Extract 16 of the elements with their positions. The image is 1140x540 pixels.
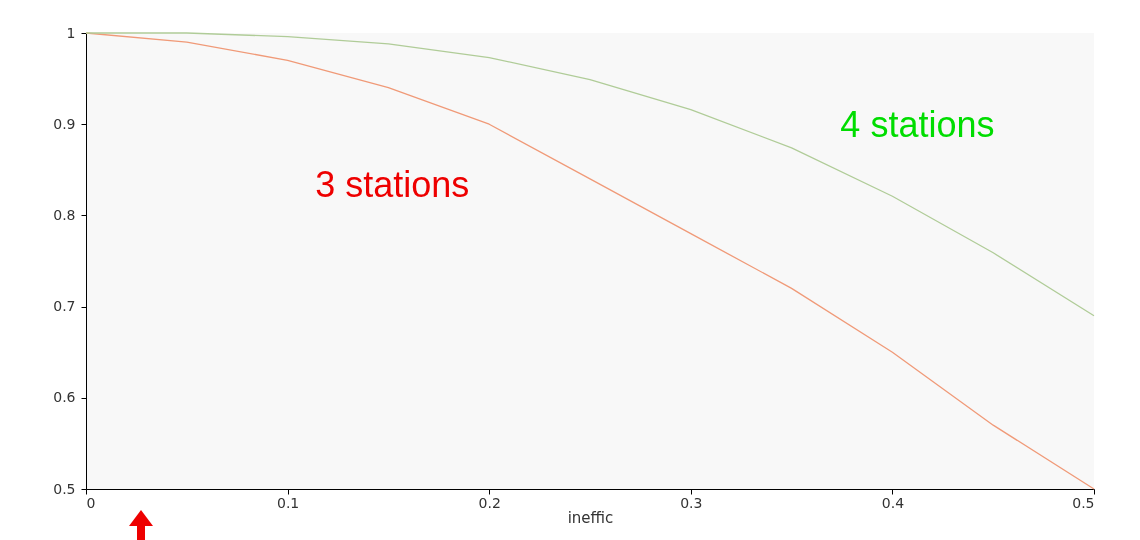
y-tick-label: 0.9: [53, 115, 76, 132]
x-tick-label: 0.4: [881, 494, 905, 511]
x-axis-title: ineffic: [567, 508, 614, 527]
y-tick-label: 0.7: [53, 298, 76, 315]
x-tick-label: 0.3: [680, 494, 703, 511]
series-label: 4 stations: [840, 104, 995, 146]
y-tick-label: 0.6: [53, 389, 76, 406]
y-tick-label: 1: [66, 24, 76, 41]
y-tick-label: 0.8: [53, 206, 76, 223]
x-tick-label: 0.1: [276, 494, 300, 511]
x-tick-label: 0: [86, 494, 96, 511]
series-label: 3 stations: [315, 164, 470, 206]
line-series: [85, 32, 1095, 317]
y-tick-label: 0.5: [53, 480, 76, 497]
x-tick-label: 0.5: [1072, 494, 1095, 511]
x-tick-label: 0.2: [478, 494, 501, 511]
